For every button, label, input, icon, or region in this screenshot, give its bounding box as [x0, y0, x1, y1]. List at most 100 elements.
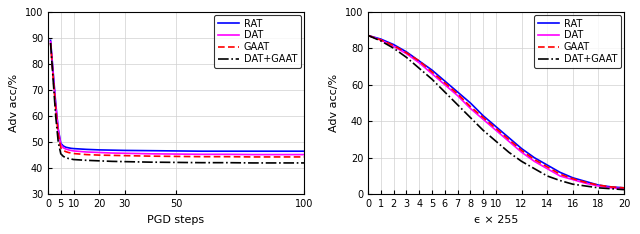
GAAT — [428, 70, 436, 73]
GAAT — [62, 150, 70, 153]
Legend: RAT, DAT, GAAT, DAT+GAAT: RAT, DAT, GAAT, DAT+GAAT — [534, 15, 621, 68]
GAAT — [198, 155, 205, 158]
RAT — [569, 176, 577, 179]
RAT — [49, 70, 57, 73]
Line: GAAT: GAAT — [51, 43, 304, 157]
RAT — [52, 102, 60, 104]
DAT+GAAT — [377, 40, 385, 42]
DAT — [62, 148, 70, 150]
Line: GAAT: GAAT — [368, 35, 624, 188]
RAT — [275, 150, 282, 153]
DAT — [556, 175, 564, 177]
GAAT — [607, 186, 615, 188]
DAT — [505, 140, 513, 143]
GAAT — [415, 60, 423, 62]
DAT+GAAT — [249, 161, 257, 164]
RAT — [249, 150, 257, 153]
RAT — [83, 148, 90, 151]
GAAT — [531, 158, 538, 161]
DAT — [70, 150, 77, 152]
DAT+GAAT — [620, 188, 628, 191]
DAT — [454, 94, 461, 97]
X-axis label: ϵ × 255: ϵ × 255 — [474, 215, 518, 225]
GAAT — [49, 76, 57, 78]
DAT — [620, 187, 628, 190]
DAT — [300, 153, 308, 156]
DAT — [479, 118, 487, 121]
GAAT — [57, 146, 65, 149]
GAAT — [60, 149, 67, 152]
DAT — [441, 83, 449, 86]
RAT — [620, 186, 628, 189]
RAT — [57, 142, 65, 145]
DAT+GAAT — [556, 179, 564, 182]
DAT+GAAT — [198, 161, 205, 164]
RAT — [492, 125, 500, 128]
DAT+GAAT — [54, 141, 62, 143]
DAT — [147, 152, 154, 155]
GAAT — [543, 165, 551, 168]
X-axis label: PGD steps: PGD steps — [147, 215, 205, 225]
RAT — [415, 60, 423, 62]
DAT+GAAT — [121, 160, 129, 163]
GAAT — [620, 186, 628, 189]
DAT+GAAT — [595, 186, 602, 189]
DAT — [49, 73, 57, 76]
DAT+GAAT — [108, 160, 116, 163]
GAAT — [454, 92, 461, 95]
RAT — [70, 147, 77, 150]
DAT — [415, 61, 423, 64]
DAT+GAAT — [415, 67, 423, 70]
DAT — [607, 186, 615, 189]
DAT — [121, 152, 129, 155]
DAT+GAAT — [223, 161, 231, 164]
DAT — [95, 151, 103, 154]
RAT — [505, 136, 513, 139]
Line: RAT: RAT — [51, 40, 304, 151]
DAT — [249, 153, 257, 156]
Line: DAT+GAAT: DAT+GAAT — [368, 35, 624, 190]
RAT — [121, 149, 129, 152]
GAAT — [70, 152, 77, 155]
DAT+GAAT — [49, 78, 57, 81]
GAAT — [249, 156, 257, 158]
DAT — [543, 167, 551, 170]
DAT+GAAT — [454, 103, 461, 106]
DAT+GAAT — [364, 34, 372, 37]
DAT+GAAT — [441, 91, 449, 93]
GAAT — [377, 39, 385, 41]
RAT — [223, 150, 231, 153]
RAT — [428, 69, 436, 72]
GAAT — [54, 133, 62, 136]
DAT — [403, 52, 410, 55]
DAT — [172, 153, 180, 155]
GAAT — [83, 153, 90, 156]
DAT — [83, 150, 90, 153]
GAAT — [52, 107, 60, 110]
DAT — [60, 146, 67, 149]
GAAT — [65, 151, 72, 154]
GAAT — [595, 184, 602, 186]
DAT — [467, 107, 474, 110]
DAT+GAAT — [390, 47, 397, 50]
RAT — [377, 38, 385, 40]
RAT — [607, 186, 615, 188]
RAT — [518, 147, 525, 150]
GAAT — [556, 173, 564, 176]
DAT — [377, 39, 385, 41]
DAT+GAAT — [467, 116, 474, 119]
DAT — [428, 72, 436, 75]
DAT — [518, 151, 525, 154]
DAT+GAAT — [275, 161, 282, 164]
DAT — [582, 182, 589, 185]
RAT — [62, 146, 70, 149]
Line: DAT: DAT — [51, 42, 304, 155]
RAT — [479, 114, 487, 117]
RAT — [454, 91, 461, 93]
RAT — [441, 80, 449, 82]
Y-axis label: Adv acc/%: Adv acc/% — [329, 74, 339, 132]
GAAT — [582, 181, 589, 184]
Line: DAT+GAAT: DAT+GAAT — [51, 43, 304, 163]
DAT — [223, 153, 231, 156]
DAT+GAAT — [300, 161, 308, 164]
